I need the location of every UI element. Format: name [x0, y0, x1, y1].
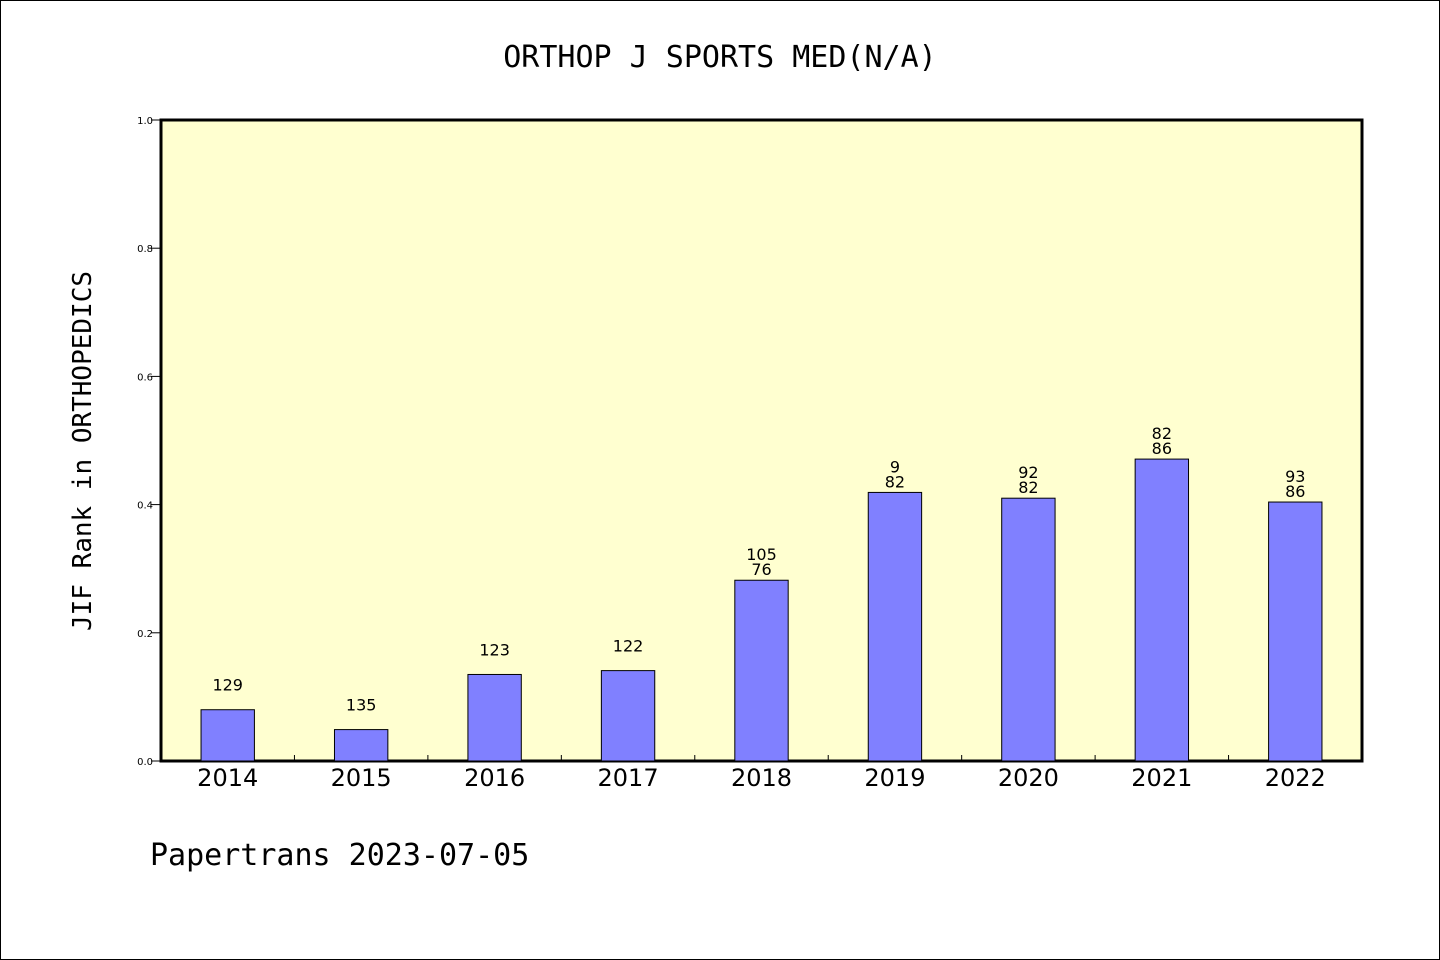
bar-data-label: 9: [890, 457, 900, 476]
bar-data-label: 123: [479, 640, 510, 659]
bar-2014: [200, 709, 255, 762]
x-tick-label: 2015: [331, 764, 392, 792]
bar-2017: [600, 670, 656, 762]
y-tick-label: 1.0: [137, 116, 153, 127]
bar-data-label: 82: [1152, 424, 1172, 443]
bar-data-label: 105: [746, 545, 777, 564]
footer-watermark: Papertrans 2023-07-05: [150, 838, 529, 873]
x-axis-ticks: 2014 2015 2016 2017 2018 2019 2020 2021 2022: [197, 755, 1326, 792]
y-axis-ticks: 0.0 0.2 0.4 0.6 0.8 1.0: [137, 116, 161, 768]
x-tick-label: 2021: [1131, 764, 1192, 792]
bar-2015: [333, 729, 389, 762]
bar-data-label: 92: [1018, 463, 1038, 482]
x-tick-label: 2017: [598, 764, 659, 792]
x-tick-label: 2020: [998, 764, 1059, 792]
bar-data-label: 82: [885, 472, 905, 491]
chart-title: ORTHOP J SPORTS MED(N/A): [503, 40, 936, 75]
bar-2022: [1268, 501, 1323, 762]
x-tick-label: 2018: [731, 764, 792, 792]
bar-2019: [867, 491, 923, 762]
bar-2018: [734, 579, 789, 762]
bar-data-label: 76: [751, 560, 771, 579]
bar-data-label: 86: [1285, 482, 1305, 501]
y-tick-label: 0.2: [137, 629, 153, 640]
bar-2016: [467, 673, 522, 762]
x-tick-label: 2016: [464, 764, 525, 792]
bar-2020: [1001, 497, 1056, 762]
y-tick-label: 0.0: [137, 757, 153, 768]
bar-data-label: 122: [613, 637, 644, 656]
bar-data-label: 129: [212, 676, 243, 695]
bar-data-label: 82: [1018, 478, 1038, 497]
bars-group: [200, 458, 1323, 762]
x-tick-label: 2014: [197, 764, 258, 792]
bar-2021: [1134, 458, 1190, 762]
y-tick-label: 0.8: [137, 244, 153, 255]
y-axis-label: JIF Rank in ORTHOPEDICS: [68, 271, 98, 631]
bar-data-label: 135: [346, 696, 377, 715]
y-tick-label: 0.6: [137, 372, 153, 383]
x-tick-label: 2022: [1265, 764, 1326, 792]
y-tick-label: 0.4: [137, 501, 153, 512]
bar-data-label: 93: [1285, 467, 1305, 486]
bar-data-label: 86: [1152, 439, 1172, 458]
x-tick-label: 2019: [864, 764, 925, 792]
